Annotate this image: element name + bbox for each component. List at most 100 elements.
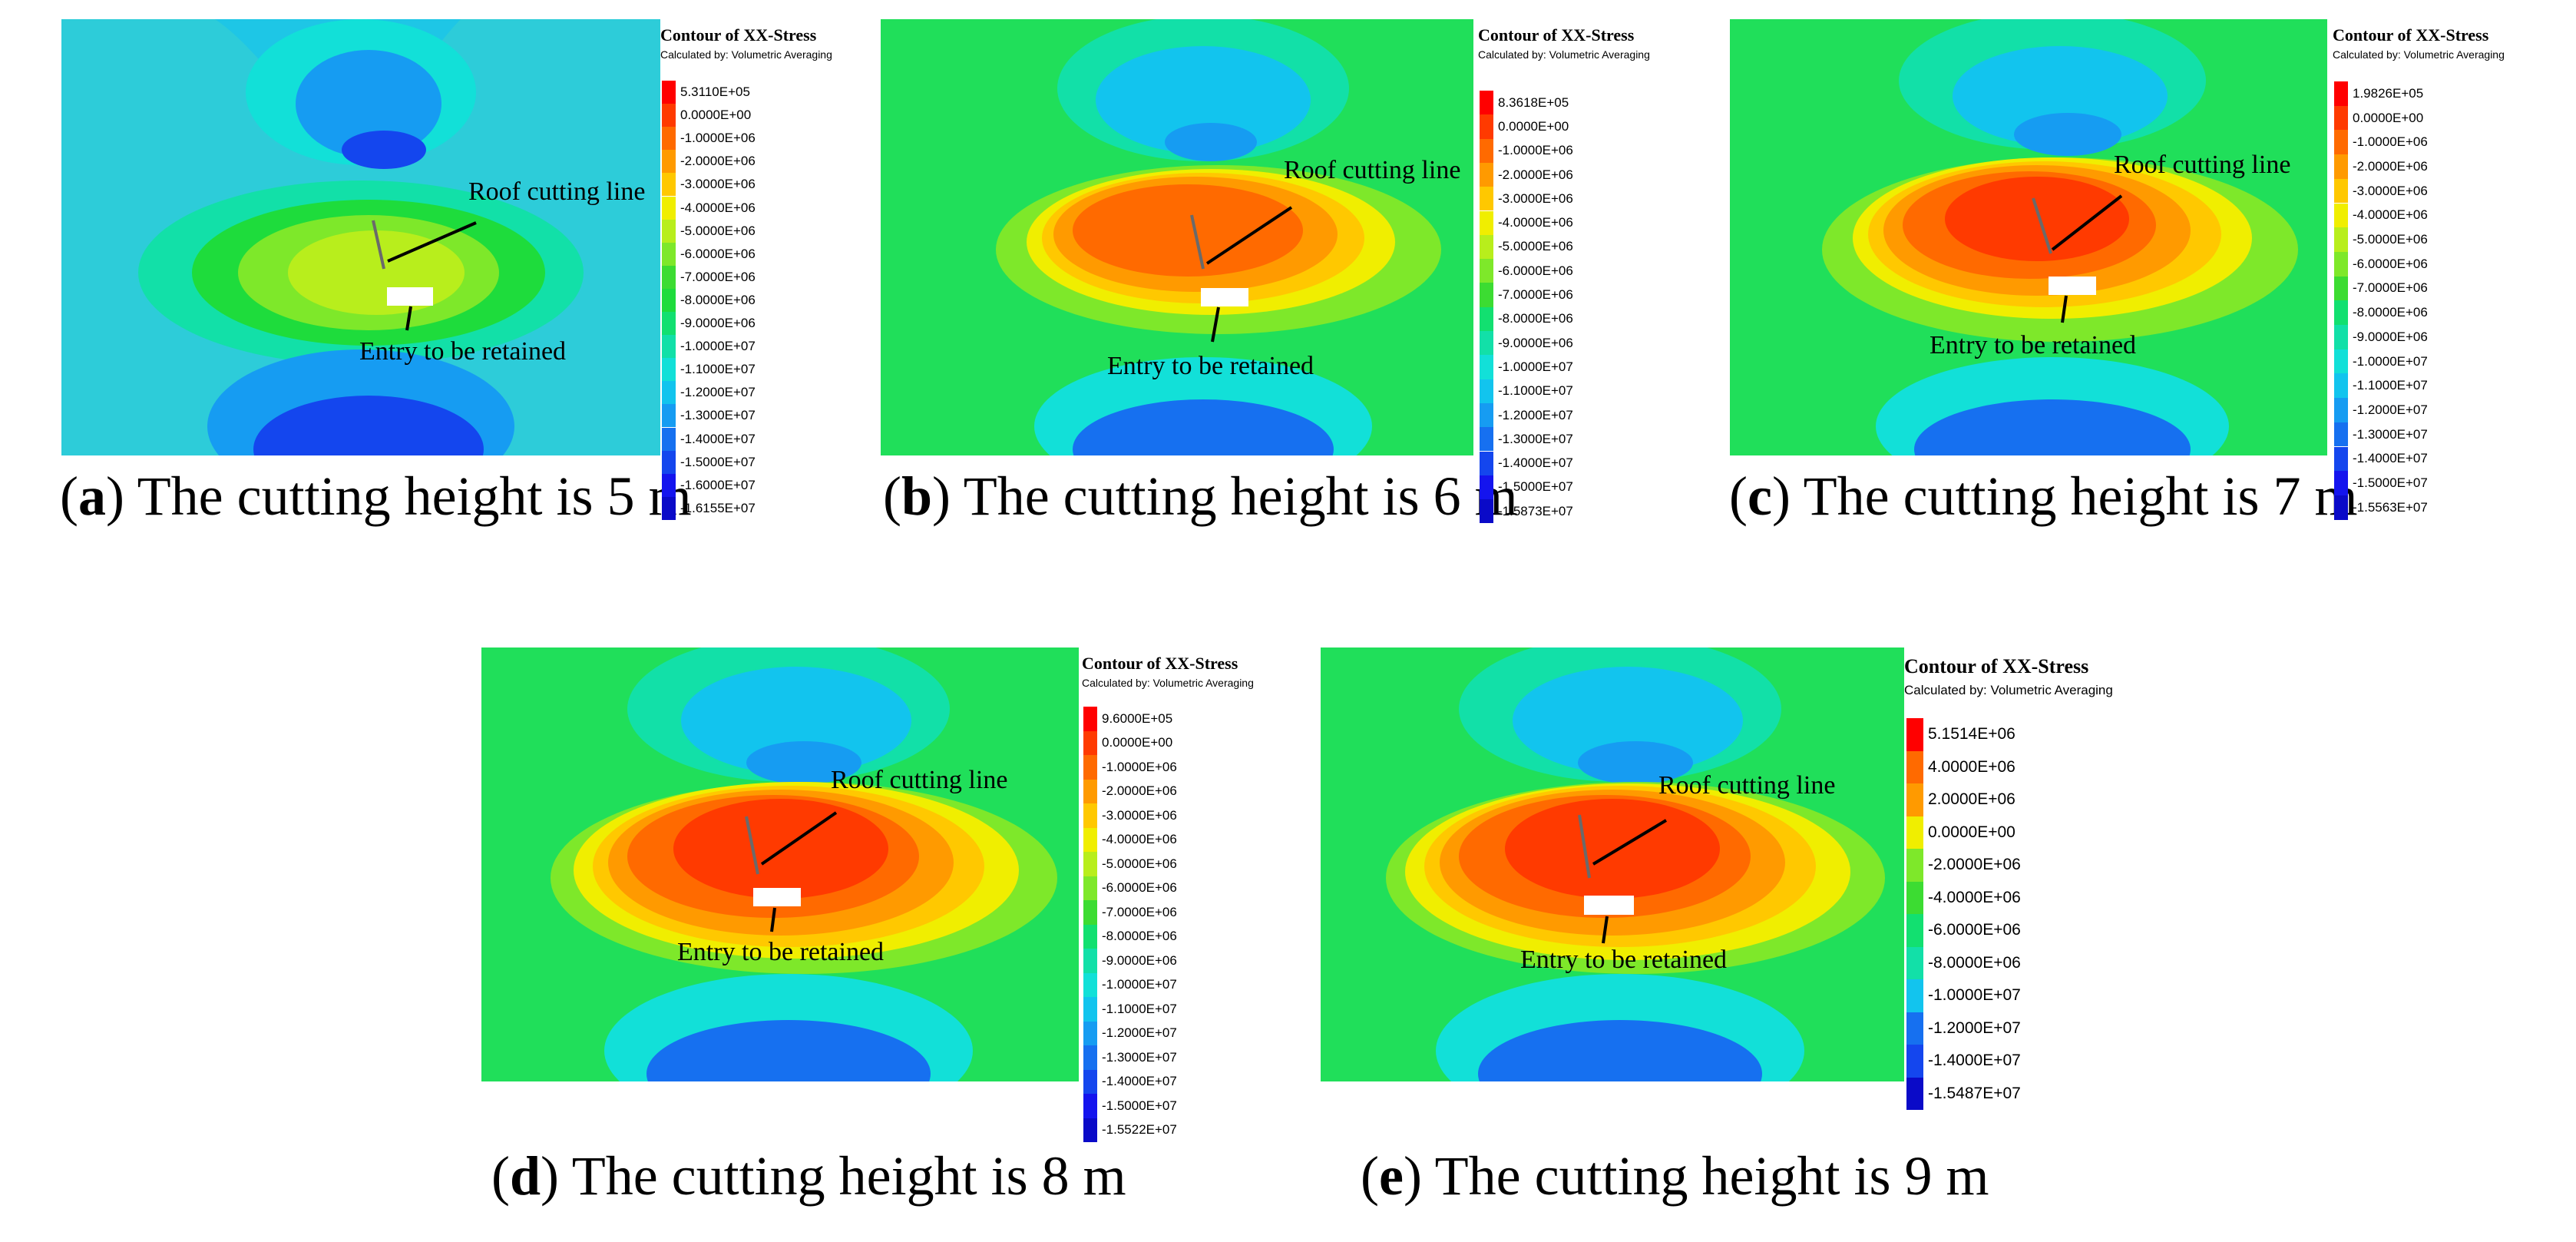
legend-swatch bbox=[1906, 1077, 1923, 1110]
legend-value: -1.5000E+07 bbox=[2353, 475, 2428, 491]
legend-row: -9.0000E+06 bbox=[1083, 949, 1177, 973]
legend-swatch bbox=[1480, 402, 1493, 428]
legend-swatch bbox=[1906, 718, 1923, 751]
roof-cut-mark bbox=[745, 816, 759, 875]
legend-swatch bbox=[1083, 924, 1097, 949]
entry-leader-line bbox=[770, 907, 776, 932]
legend-swatch bbox=[662, 81, 676, 104]
legend-value: -5.0000E+06 bbox=[680, 223, 756, 238]
legend-value: -1.5873E+07 bbox=[1498, 503, 1573, 518]
legend-row: 0.0000E+00 bbox=[2334, 105, 2424, 131]
entry-leader-line bbox=[2061, 295, 2068, 323]
legend-value: 9.6000E+05 bbox=[1102, 710, 1173, 726]
entry-block bbox=[387, 287, 433, 306]
legend-e: Contour of XX-Stress Calculated by: Volu… bbox=[1904, 655, 2135, 1085]
roof-cutting-label: Roof cutting line bbox=[1284, 156, 1461, 184]
legend-value: -2.0000E+06 bbox=[680, 154, 756, 169]
legend-row: -1.0000E+06 bbox=[2334, 130, 2428, 155]
legend-swatch bbox=[2334, 130, 2348, 155]
legend-swatch bbox=[2334, 203, 2348, 228]
legend-value: -1.1000E+07 bbox=[1498, 383, 1573, 399]
roof-leader-line bbox=[2051, 194, 2123, 251]
legend-swatch bbox=[1906, 783, 1923, 816]
legend-row: -7.0000E+06 bbox=[1480, 283, 1573, 307]
legend-row: -2.0000E+06 bbox=[1906, 849, 2021, 882]
legend-value: -1.0000E+07 bbox=[1928, 986, 2021, 1005]
legend-row: -1.0000E+06 bbox=[1480, 138, 1573, 163]
legend-row: -6.0000E+06 bbox=[1906, 914, 2021, 947]
entry-leader-line bbox=[405, 306, 412, 331]
legend-value: -4.0000E+06 bbox=[1928, 888, 2021, 906]
legend-row: -1.5487E+07 bbox=[1906, 1077, 2021, 1110]
legend-title: Contour of XX-Stress bbox=[1082, 654, 1238, 673]
legend-row: 9.6000E+05 bbox=[1083, 707, 1172, 731]
legend-row: -1.6155E+07 bbox=[662, 496, 756, 520]
legend-b: Contour of XX-Stress Calculated by: Volu… bbox=[1478, 25, 1670, 455]
legend-value: 1.9826E+05 bbox=[2353, 85, 2424, 101]
legend-row: 0.0000E+00 bbox=[1906, 816, 2015, 849]
legend-swatch bbox=[1083, 707, 1097, 731]
legend-row: -1.2000E+07 bbox=[1480, 402, 1573, 428]
legend-swatch bbox=[1906, 849, 1923, 882]
legend-value: -9.0000E+06 bbox=[1102, 952, 1177, 968]
legend-value: 8.3618E+05 bbox=[1498, 94, 1569, 110]
legend-swatch bbox=[2334, 325, 2348, 349]
legend-value: -5.0000E+06 bbox=[2353, 232, 2428, 247]
legend-value: -1.2000E+07 bbox=[1102, 1025, 1177, 1041]
entry-block bbox=[2049, 277, 2096, 295]
legend-row: -1.0000E+07 bbox=[1083, 972, 1177, 997]
legend-row: -6.0000E+06 bbox=[1083, 876, 1177, 900]
legend-swatch bbox=[662, 242, 676, 266]
legend-value: 0.0000E+00 bbox=[1102, 735, 1173, 750]
legend-swatch bbox=[2334, 398, 2348, 422]
legend-value: -1.3000E+07 bbox=[2353, 426, 2428, 442]
legend-swatch bbox=[1480, 379, 1493, 403]
roof-leader-line bbox=[387, 221, 477, 263]
legend-value: 0.0000E+00 bbox=[2353, 110, 2424, 125]
legend-row: 0.0000E+00 bbox=[662, 104, 751, 128]
legend-value: -4.0000E+06 bbox=[1102, 832, 1177, 847]
legend-value: -4.0000E+06 bbox=[2353, 207, 2428, 223]
legend-row: -1.2000E+07 bbox=[1906, 1012, 2021, 1045]
caption-a: (a) The cutting height is 5 m bbox=[60, 465, 692, 527]
legend-row: -4.0000E+06 bbox=[2334, 203, 2428, 228]
legend-swatch bbox=[2334, 495, 2348, 520]
legend-row: -1.5000E+07 bbox=[1083, 1094, 1177, 1118]
legend-value: -6.0000E+06 bbox=[1102, 880, 1177, 896]
legend-swatch bbox=[1480, 331, 1493, 356]
caption-c: (c) The cutting height is 7 m bbox=[1729, 465, 2358, 527]
legend-swatch bbox=[1083, 1045, 1097, 1070]
entry-leader-line bbox=[1211, 306, 1220, 343]
stress-contour-d: Roof cutting line Entry to be retained bbox=[481, 647, 1079, 1081]
legend-row: -8.0000E+06 bbox=[1906, 946, 2021, 979]
legend-swatch bbox=[1083, 949, 1097, 973]
legend-row: -8.0000E+06 bbox=[2334, 300, 2428, 325]
legend-swatch bbox=[662, 219, 676, 243]
legend-subtitle: Calculated by: Volumetric Averaging bbox=[660, 48, 832, 61]
legend-row: -8.0000E+06 bbox=[1083, 924, 1177, 949]
legend-d: Contour of XX-Stress Calculated by: Volu… bbox=[1082, 654, 1281, 1084]
roof-cutting-label: Roof cutting line bbox=[2114, 151, 2291, 179]
legend-swatch bbox=[2334, 422, 2348, 447]
legend-value: -1.3000E+07 bbox=[1102, 1049, 1177, 1065]
legend-row: -8.0000E+06 bbox=[662, 288, 756, 312]
legend-swatch bbox=[1480, 475, 1493, 500]
legend-row: -5.0000E+06 bbox=[662, 219, 756, 243]
legend-value: -2.0000E+06 bbox=[1498, 167, 1573, 182]
legend-swatch bbox=[1480, 210, 1493, 235]
roof-cutting-label: Roof cutting line bbox=[468, 177, 646, 206]
legend-value: -4.0000E+06 bbox=[680, 200, 756, 215]
legend-row: -9.0000E+06 bbox=[1480, 331, 1573, 356]
legend-row: -1.4000E+07 bbox=[1083, 1069, 1177, 1094]
legend-swatch bbox=[1480, 91, 1493, 115]
legend-value: -1.5000E+07 bbox=[1102, 1098, 1177, 1113]
legend-subtitle: Calculated by: Volumetric Averaging bbox=[2333, 48, 2505, 61]
legend-row: -9.0000E+06 bbox=[2334, 325, 2428, 349]
legend-row: -1.4000E+07 bbox=[1906, 1045, 2021, 1078]
legend-swatch bbox=[2334, 349, 2348, 374]
legend-value: -1.0000E+06 bbox=[1102, 759, 1177, 774]
legend-swatch bbox=[2334, 446, 2348, 472]
legend-swatch bbox=[1480, 114, 1493, 139]
legend-value: -1.5000E+07 bbox=[680, 454, 756, 469]
legend-row: -4.0000E+06 bbox=[1480, 210, 1573, 235]
